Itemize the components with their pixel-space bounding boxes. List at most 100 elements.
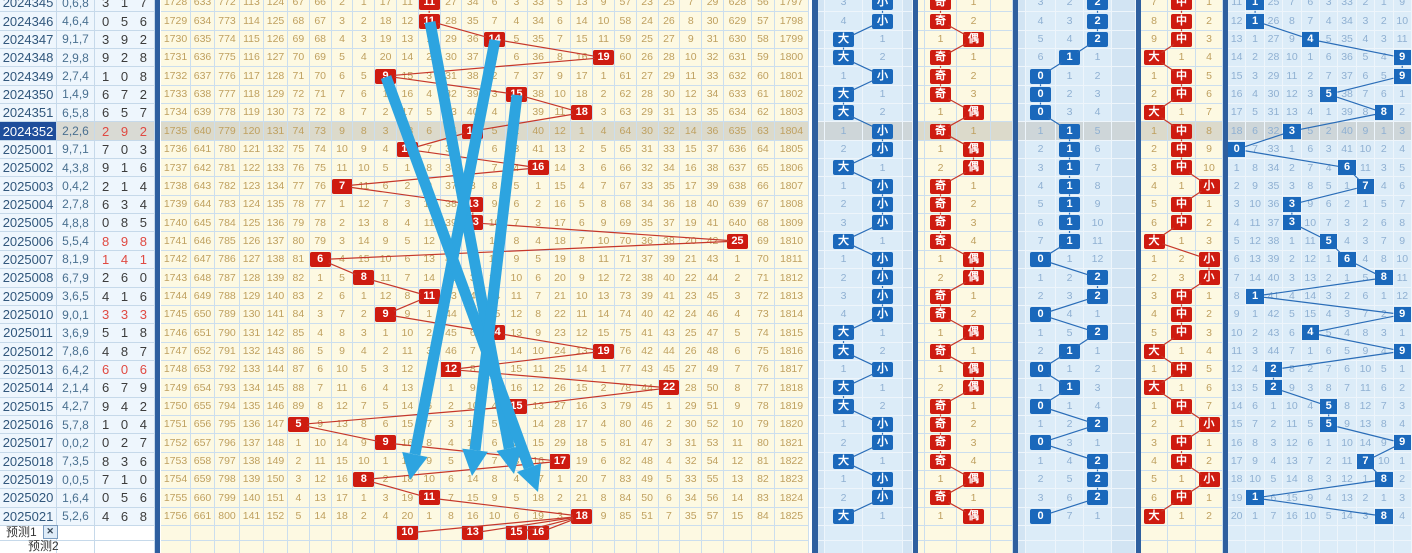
period-cell[interactable]: 2025007 (0, 250, 57, 270)
omission-cell: 2 (1026, 470, 1056, 490)
period-cell[interactable]: 2024348 (0, 49, 57, 68)
omission-cell: 13 (593, 287, 615, 306)
spacer-cell (818, 470, 825, 490)
omission-cell: 122 (240, 159, 264, 178)
omission-cell: 2 (1084, 12, 1112, 31)
omission-cell: 46 (636, 415, 659, 435)
omission-cell: 11 (462, 415, 485, 435)
omission-cell: 1802 (774, 85, 809, 105)
omission-cell: 68 (309, 30, 332, 50)
period-cell[interactable]: 2025021 (0, 507, 57, 526)
close-icon[interactable]: ✕ (42, 524, 58, 539)
period-cell[interactable]: 2025001 (0, 140, 57, 160)
winning-number-cell: 5 1 8 (95, 324, 155, 343)
omission-cell: 58 (751, 30, 775, 50)
period-cell[interactable]: 2025011 (0, 324, 57, 343)
period-cell[interactable]: 2024345 (0, 0, 57, 13)
tab-predict-1[interactable]: 预测1 ✕ (0, 524, 154, 539)
omission-cell: 67 (288, 0, 310, 13)
omission-cell: 6 (484, 0, 506, 13)
omission-cell: 12 (1301, 250, 1320, 270)
omission-cell: 2 (1084, 470, 1112, 490)
period-cell[interactable]: 2025018 (0, 452, 57, 471)
omission-cell: 13 (396, 30, 419, 50)
hit-badge: 0 (1030, 307, 1051, 323)
omission-cell: 4 (1301, 30, 1320, 50)
omission-cell: 6 (1026, 214, 1056, 233)
hit-badge: 大 (833, 233, 854, 249)
period-cell[interactable]: 2024347 (0, 30, 57, 50)
omission-cell: 7 (418, 140, 441, 160)
omission-cell: 12 (396, 360, 419, 380)
spacer-cell (1112, 540, 1136, 553)
period-cell[interactable]: 2025003 (0, 177, 57, 196)
omission-cell: 1818 (774, 379, 809, 398)
omission-cell: 2 (353, 305, 376, 325)
hit-badge: 2 (1264, 362, 1283, 378)
omission-cell: 2 (1338, 195, 1357, 215)
omission-cell: 1 (825, 360, 863, 380)
period-cell[interactable]: 2025013 (0, 360, 57, 380)
omission-cell: 11 (1228, 0, 1247, 13)
omission-cell: 12 (1338, 470, 1357, 490)
spacer-cell (918, 0, 925, 13)
period-cell[interactable]: 2024346 (0, 12, 57, 31)
spacer-cell (903, 177, 913, 196)
omission-cell: 637 (191, 67, 215, 86)
omission-cell: 39 (636, 287, 659, 306)
omission-cell: 奇 (925, 342, 957, 361)
hit-badge: 奇 (930, 68, 951, 84)
period-cell[interactable]: 2025017 (0, 434, 57, 453)
omission-cell: 5 (1319, 85, 1339, 105)
omission-cell: 16 (571, 397, 594, 416)
hit-badge: 奇 (930, 0, 951, 11)
period-cell[interactable]: 2025004 (0, 195, 57, 215)
period-cell[interactable]: 2025019 (0, 470, 57, 490)
period-cell[interactable]: 2025002 (0, 159, 57, 178)
test-number-cell: 0,0,5 (57, 470, 95, 490)
period-cell[interactable]: 2025006 (0, 232, 57, 251)
omission-cell: 13 (1228, 30, 1247, 50)
omission-cell: 2 (1393, 379, 1412, 398)
test-number-cell: 1,6,4 (57, 489, 95, 508)
period-cell[interactable]: 2025020 (0, 489, 57, 508)
period-cell[interactable]: 2025010 (0, 305, 57, 325)
omission-cell: 10 (1228, 324, 1247, 343)
period-cell[interactable]: 2024352 (0, 122, 57, 141)
omission-cell: 7 (353, 397, 376, 416)
omission-cell: 16 (1283, 507, 1302, 526)
period-cell[interactable]: 2025014 (0, 379, 57, 398)
period-cell[interactable]: 2024351 (0, 104, 57, 123)
period-cell[interactable]: 2025009 (0, 287, 57, 306)
omission-cell: 27 (549, 397, 572, 416)
omission-cell: 1 (1283, 140, 1302, 160)
omission-cell: 13 (309, 489, 332, 508)
omission-cell: 32 (440, 85, 463, 105)
prediction-badge: 15 (505, 525, 527, 540)
omission-cell: 4 (1084, 104, 1112, 123)
omission-cell: 7 (1196, 104, 1223, 123)
omission-cell: 27 (440, 0, 463, 13)
omission-cell: 9 (1301, 489, 1320, 508)
omission-cell: 25 (1264, 0, 1284, 13)
period-cell[interactable]: 2025015 (0, 397, 57, 416)
period-cell[interactable]: 2024349 (0, 67, 57, 86)
period-cell[interactable]: 2024350 (0, 85, 57, 105)
omission-cell: 中 (1168, 12, 1196, 31)
spacer-cell (818, 379, 825, 398)
omission-cell: 9 (1283, 30, 1302, 50)
omission-cell: 8 (331, 104, 354, 123)
omission-cell: 33 (636, 177, 659, 196)
period-cell[interactable]: 2025016 (0, 415, 57, 435)
test-number-cell: 9,1,7 (57, 30, 95, 50)
period-cell[interactable]: 2025005 (0, 214, 57, 233)
omission-cell: 21 (680, 250, 703, 270)
omission-cell: 5 (418, 104, 441, 123)
omission-cell: 6 (331, 287, 354, 306)
omission-cell: 8 (571, 250, 594, 270)
period-cell[interactable]: 2025008 (0, 269, 57, 288)
period-cell[interactable]: 2025012 (0, 342, 57, 361)
tab-predict-2[interactable]: 预测2 (0, 539, 154, 553)
omission-cell: 3 (1319, 140, 1339, 160)
omission-cell: 27 (1264, 30, 1284, 50)
